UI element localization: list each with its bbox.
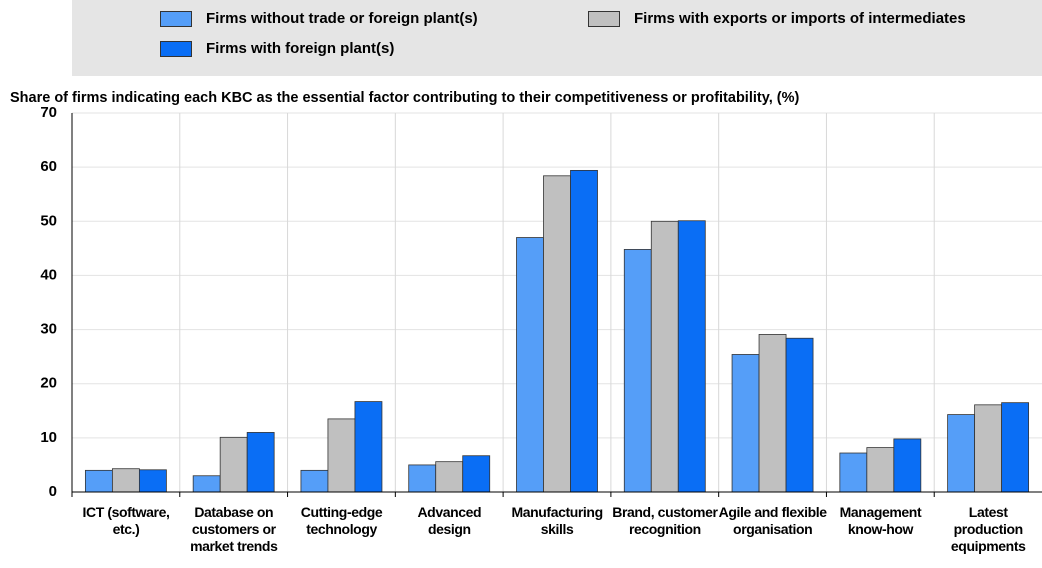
bar <box>192 475 221 493</box>
legend-bg <box>72 0 1042 76</box>
bar <box>327 418 356 493</box>
bar <box>839 452 868 493</box>
bar <box>650 220 679 493</box>
bar <box>84 469 113 493</box>
bar <box>138 469 167 493</box>
bar <box>570 169 598 493</box>
bar <box>623 249 652 493</box>
x-tick-label: Brand, customer recognition <box>612 504 718 537</box>
x-tick-label: Database on customers or market trends <box>190 504 278 554</box>
bar <box>866 447 895 493</box>
bar <box>543 175 571 493</box>
bar <box>758 334 787 493</box>
legend-item: Firms with foreign plant(s) <box>160 40 394 57</box>
bar <box>219 436 248 493</box>
y-tick-label: 30 <box>40 321 57 338</box>
bar <box>677 220 706 493</box>
bar <box>246 432 275 493</box>
bar <box>731 354 760 493</box>
legend-item: Firms without trade or foreign plant(s) <box>160 10 478 27</box>
legend-label: Firms with exports or imports of interme… <box>634 10 966 27</box>
x-tick-label: Manufacturing skills <box>511 504 603 537</box>
y-tick-label: 60 <box>40 158 57 175</box>
y-tick-label: 50 <box>40 212 57 229</box>
x-tick-label: Advanced design <box>417 504 482 537</box>
y-tick-label: 20 <box>40 375 57 392</box>
legend-label: Firms without trade or foreign plant(s) <box>206 10 478 27</box>
bar <box>462 455 491 493</box>
y-tick-label: 10 <box>40 429 57 446</box>
bar <box>408 464 437 493</box>
bar <box>300 469 329 493</box>
y-axis-label: Share of firms indicating each KBC as th… <box>10 90 799 106</box>
bar <box>947 414 976 493</box>
legend-item: Firms with exports or imports of interme… <box>588 10 966 27</box>
bar <box>516 237 544 493</box>
bar <box>1001 402 1030 493</box>
bar <box>354 401 383 493</box>
bar <box>435 461 464 493</box>
x-tick-label: Cutting-edge technology <box>300 504 383 537</box>
bar <box>785 337 814 493</box>
bar <box>111 468 140 493</box>
x-tick-label: Latest production equipments <box>950 504 1026 554</box>
y-tick-label: 0 <box>49 483 57 500</box>
legend-swatch <box>160 10 192 27</box>
x-tick-label: Agile and flexible organisation <box>718 504 827 537</box>
legend-swatch <box>160 40 192 57</box>
y-tick-label: 40 <box>40 266 57 283</box>
x-tick-label: Management know-how <box>839 504 922 537</box>
bar <box>974 404 1003 493</box>
legend-label: Firms with foreign plant(s) <box>206 40 395 57</box>
legend-swatch <box>588 10 620 27</box>
x-tick-label: ICT (software, etc.) <box>82 504 170 537</box>
bar <box>893 438 922 493</box>
y-tick-label: 70 <box>40 104 57 121</box>
